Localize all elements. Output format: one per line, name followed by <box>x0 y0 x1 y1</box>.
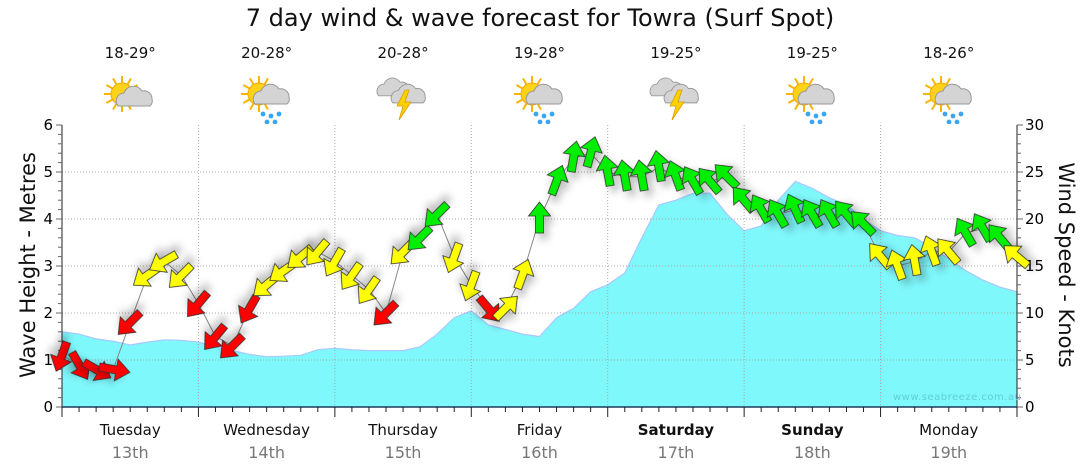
day-name-label: Friday <box>516 421 563 439</box>
day-date-label: 19th <box>930 443 968 462</box>
day-temperature-range: 19-25° <box>786 44 838 62</box>
wind-arrow <box>902 243 926 277</box>
wind-arrow <box>340 261 364 290</box>
wind-arrow <box>149 250 179 273</box>
y-tick-label-left: 3 <box>43 257 53 275</box>
wind-arrow <box>714 164 741 190</box>
wind-arrow <box>220 332 246 359</box>
wind-arrow <box>357 275 381 304</box>
lightning-icon <box>669 89 685 121</box>
day-date-label: 16th <box>521 443 558 462</box>
y-tick-label-left: 1 <box>43 351 53 369</box>
y-tick-label-right: 0 <box>1025 398 1035 416</box>
day-temperature-range: 18-26° <box>923 44 975 62</box>
wind-arrow <box>407 224 434 251</box>
rain-icon <box>942 111 964 124</box>
wind-arrow <box>629 159 653 192</box>
y-tick-label-right: 15 <box>1025 257 1044 275</box>
weather-storm-icon <box>376 77 426 121</box>
cloud-icon <box>798 83 836 105</box>
day-name-label: Wednesday <box>223 421 311 439</box>
rain-icon <box>260 111 282 124</box>
wind-arrow <box>512 258 535 291</box>
cloud-icon <box>934 83 972 105</box>
y-tick-label-right: 20 <box>1025 210 1044 228</box>
day-date-label: 15th <box>384 443 422 462</box>
y-tick-label-right: 25 <box>1025 163 1044 181</box>
wind-arrow <box>546 164 569 197</box>
day-date-label: 14th <box>248 443 286 462</box>
y-tick-label-right: 10 <box>1025 304 1044 322</box>
day-temperature-range: 19-28° <box>513 44 566 62</box>
wind-arrow <box>424 201 451 227</box>
wind-arrow <box>783 193 806 225</box>
wind-arrow <box>117 309 144 335</box>
wind-arrow <box>698 167 723 196</box>
wind-arrow <box>869 243 894 271</box>
wind-arrow <box>851 211 877 237</box>
wind-arrow <box>238 293 261 324</box>
cloud-icon <box>390 83 426 104</box>
wind-arrow <box>459 269 482 302</box>
day-name-label: Saturday <box>637 421 715 439</box>
wind-arrow <box>373 299 400 326</box>
day-name-label: Tuesday <box>99 421 161 439</box>
cloud-icon <box>663 83 699 104</box>
weather-storm-icon <box>649 77 699 121</box>
cloud-icon <box>116 85 153 107</box>
y-tick-label-right: 5 <box>1025 351 1035 369</box>
chart-title: 7 day wind & wave forecast for Towra (Su… <box>245 4 835 32</box>
day-date-label: 13th <box>111 443 149 462</box>
day-name-label: Monday <box>919 421 979 439</box>
weather-showers-icon <box>922 76 972 124</box>
y-axis-left-label: Wave Height - Metres <box>16 152 40 378</box>
wind-arrow <box>168 262 195 288</box>
day-name-label: Sunday <box>781 421 844 439</box>
rain-icon <box>805 111 827 124</box>
wind-arrow <box>1003 245 1031 270</box>
day-temperature-range: 19-25° <box>650 44 702 62</box>
weather-partly-cloudy-icon <box>104 76 153 112</box>
wind-arrow <box>323 246 346 277</box>
day-temperature-range: 20-28° <box>377 44 429 62</box>
day-temperature-range: 20-28° <box>241 44 293 62</box>
y-tick-label-left: 6 <box>43 116 53 134</box>
lightning-icon <box>396 89 412 121</box>
wind-arrow <box>937 238 962 266</box>
day-date-label: 17th <box>657 443 695 462</box>
cloud-icon <box>525 83 563 105</box>
y-tick-label-left: 0 <box>43 398 53 416</box>
y-tick-label-left: 4 <box>43 210 53 228</box>
watermark: www.seabreeze.com.au <box>893 392 1022 403</box>
wind-arrow <box>187 289 212 318</box>
wind-arrow <box>306 238 331 266</box>
day-date-label: 18th <box>793 443 831 462</box>
y-axis-right-label: Wind Speed - Knots <box>1054 162 1078 368</box>
day-temperature-range: 18-29° <box>104 44 156 62</box>
wind-arrow <box>50 340 73 372</box>
wind-arrow <box>204 322 229 351</box>
wind-arrow <box>800 199 824 229</box>
wind-arrow <box>595 154 619 187</box>
cloud-icon <box>252 83 290 105</box>
day-name-label: Thursday <box>368 421 438 439</box>
y-tick-label-right: 30 <box>1025 116 1044 134</box>
wind-arrow <box>442 241 465 274</box>
wind-arrow <box>527 201 552 234</box>
weather-showers-icon <box>240 76 290 124</box>
wind-arrow <box>749 194 773 225</box>
wind-arrow <box>492 295 518 322</box>
wind-arrow <box>646 149 671 183</box>
wind-arrow <box>579 136 603 169</box>
wind-arrow <box>562 140 586 173</box>
y-tick-label-left: 5 <box>43 163 53 181</box>
weather-showers-icon <box>786 76 836 124</box>
wind-arrow <box>98 358 131 382</box>
y-tick-label-left: 2 <box>43 304 53 322</box>
rain-icon <box>533 111 554 124</box>
weather-showers-icon <box>513 76 563 124</box>
wave-height-area <box>62 181 1017 407</box>
